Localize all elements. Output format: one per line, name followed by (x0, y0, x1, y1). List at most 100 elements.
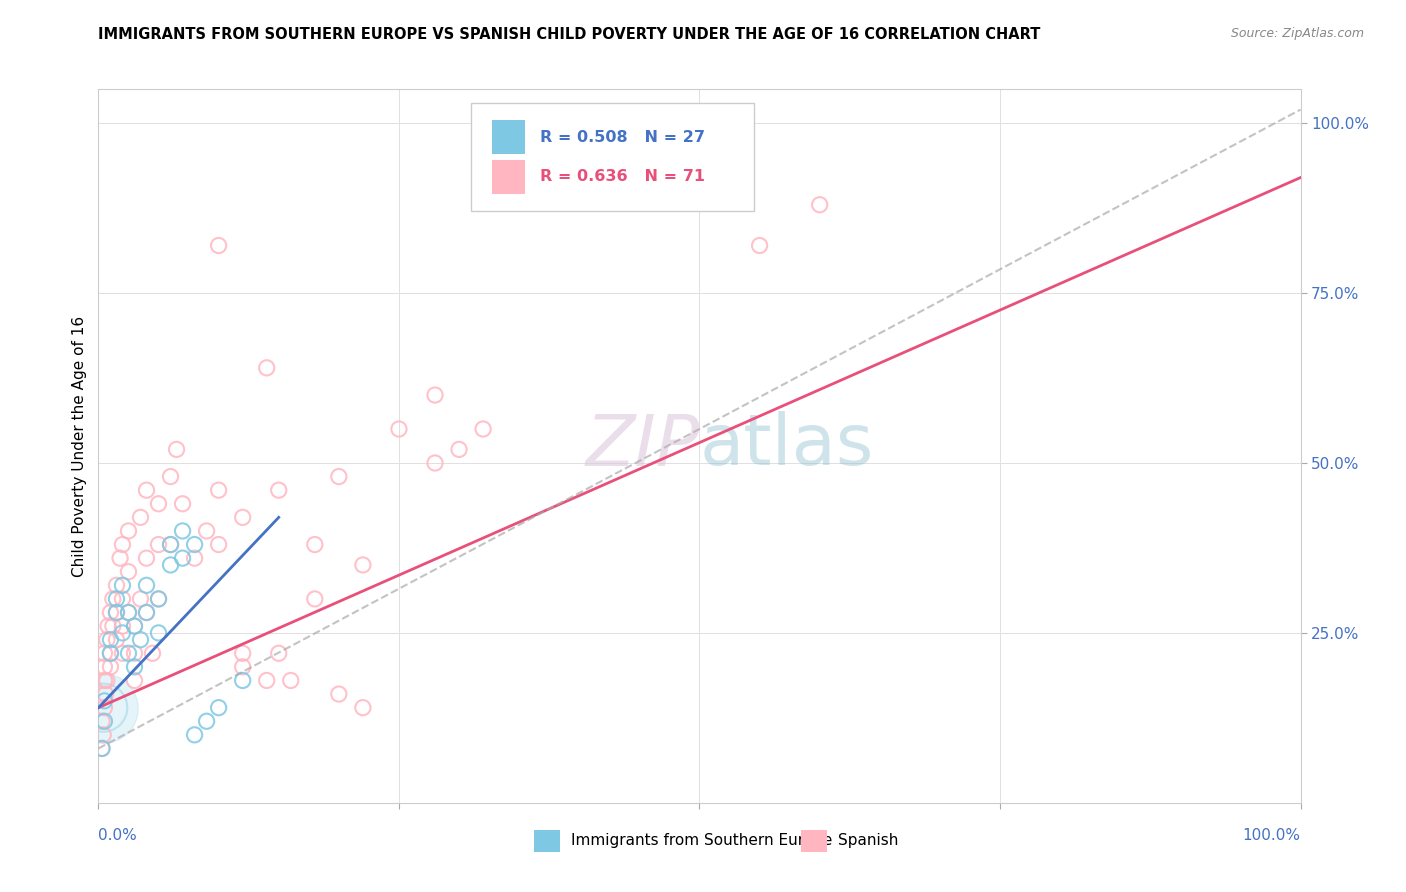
Point (304, 591, 326, 606)
Point (352, 700, 374, 714)
Point (148, 626, 170, 640)
Point (124, 660, 146, 674)
Point (135, 551, 157, 566)
Point (148, 591, 170, 606)
Point (111, 626, 134, 640)
Point (101, 591, 124, 606)
Point (124, 646, 146, 660)
Text: Immigrants from Southern Europe: Immigrants from Southern Europe (571, 833, 832, 848)
Point (129, 510, 152, 524)
Point (135, 606, 157, 620)
Point (91, 728, 114, 742)
Point (141, 646, 163, 660)
Point (232, 646, 254, 660)
Point (129, 591, 152, 606)
Point (195, 714, 218, 729)
Point (93, 694, 115, 708)
Point (96, 673, 118, 688)
Point (93, 700, 115, 714)
Point (101, 619, 124, 633)
Point (111, 591, 134, 606)
Point (100, 646, 122, 660)
Text: atlas: atlas (699, 411, 875, 481)
Point (111, 578, 134, 592)
Point (96, 632, 118, 647)
Point (100, 646, 122, 660)
Bar (492, 160, 526, 194)
Point (328, 469, 350, 483)
Point (117, 606, 139, 620)
Point (328, 687, 350, 701)
Point (423, 456, 446, 470)
Point (105, 578, 128, 592)
Point (232, 660, 254, 674)
Text: 100.0%: 100.0% (1243, 828, 1301, 843)
Point (91, 700, 114, 714)
Point (91, 741, 114, 756)
Point (135, 606, 157, 620)
Point (172, 551, 194, 566)
Point (267, 483, 290, 498)
Point (105, 606, 128, 620)
Point (111, 619, 134, 633)
Point (208, 537, 231, 551)
Point (124, 673, 146, 688)
Point (172, 524, 194, 538)
Bar (492, 120, 526, 154)
Point (117, 524, 139, 538)
Text: Source: ZipAtlas.com: Source: ZipAtlas.com (1230, 27, 1364, 40)
Point (135, 483, 157, 498)
Y-axis label: Child Poverty Under the Age of 16: Child Poverty Under the Age of 16 (72, 316, 87, 576)
Point (388, 422, 411, 436)
Point (172, 497, 194, 511)
Text: R = 0.508   N = 27: R = 0.508 N = 27 (540, 129, 704, 145)
Point (166, 442, 188, 457)
Point (208, 238, 231, 252)
Text: R = 0.636   N = 71: R = 0.636 N = 71 (540, 169, 704, 185)
Point (808, 198, 831, 212)
Point (183, 537, 205, 551)
Point (232, 673, 254, 688)
Point (105, 591, 128, 606)
Text: IMMIGRANTS FROM SOUTHERN EUROPE VS SPANISH CHILD POVERTY UNDER THE AGE OF 16 COR: IMMIGRANTS FROM SOUTHERN EUROPE VS SPANI… (98, 27, 1040, 42)
Point (91, 741, 114, 756)
Point (472, 422, 495, 436)
Point (183, 728, 205, 742)
Point (159, 537, 181, 551)
Point (183, 551, 205, 566)
Point (148, 537, 170, 551)
Point (100, 660, 122, 674)
Point (111, 537, 134, 551)
Point (748, 238, 770, 252)
Point (117, 606, 139, 620)
Point (117, 565, 139, 579)
Point (111, 646, 134, 660)
Point (93, 714, 115, 729)
Point (232, 510, 254, 524)
Text: ZIP: ZIP (585, 411, 699, 481)
Point (108, 551, 131, 566)
Point (117, 646, 139, 660)
Point (148, 591, 170, 606)
Point (208, 700, 231, 714)
Point (91, 700, 114, 714)
Point (93, 673, 115, 688)
Point (447, 442, 470, 457)
Point (97, 619, 120, 633)
Point (159, 469, 181, 483)
Point (423, 388, 446, 402)
Point (148, 497, 170, 511)
Point (135, 578, 157, 592)
Point (159, 537, 181, 551)
FancyBboxPatch shape (471, 103, 754, 211)
Point (208, 483, 231, 498)
Point (304, 537, 326, 551)
Point (159, 558, 181, 572)
Point (267, 646, 290, 660)
Point (124, 619, 146, 633)
Point (256, 360, 278, 375)
Point (105, 632, 128, 647)
Point (129, 632, 152, 647)
Point (195, 524, 218, 538)
Point (100, 632, 122, 647)
